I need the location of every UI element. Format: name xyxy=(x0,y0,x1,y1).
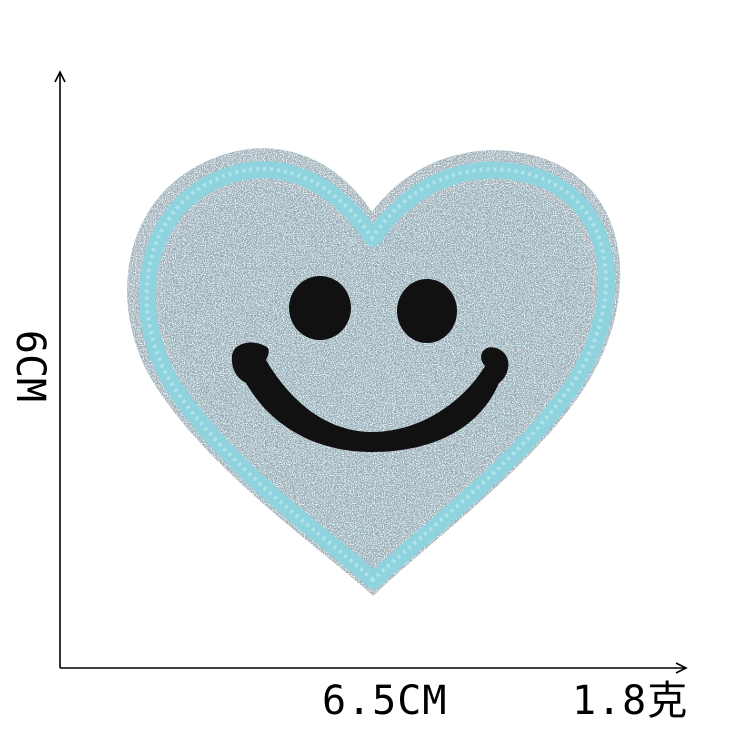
heart-thread-highlight xyxy=(144,166,608,583)
right-eye xyxy=(397,279,457,343)
height-dimension-label: 6CM xyxy=(7,329,53,403)
left-eye xyxy=(289,276,351,340)
heart-inner-teal-sparkle xyxy=(163,185,592,566)
heart-patch xyxy=(127,148,621,596)
weight-label: 1.8克 xyxy=(572,678,689,724)
measure-lines xyxy=(54,70,688,674)
width-arrow-icon xyxy=(675,662,688,674)
height-arrow-icon xyxy=(54,70,66,83)
smiley-face xyxy=(231,276,509,452)
width-dimension-label: 6.5CM xyxy=(322,678,448,724)
smile-mouth xyxy=(231,342,509,452)
